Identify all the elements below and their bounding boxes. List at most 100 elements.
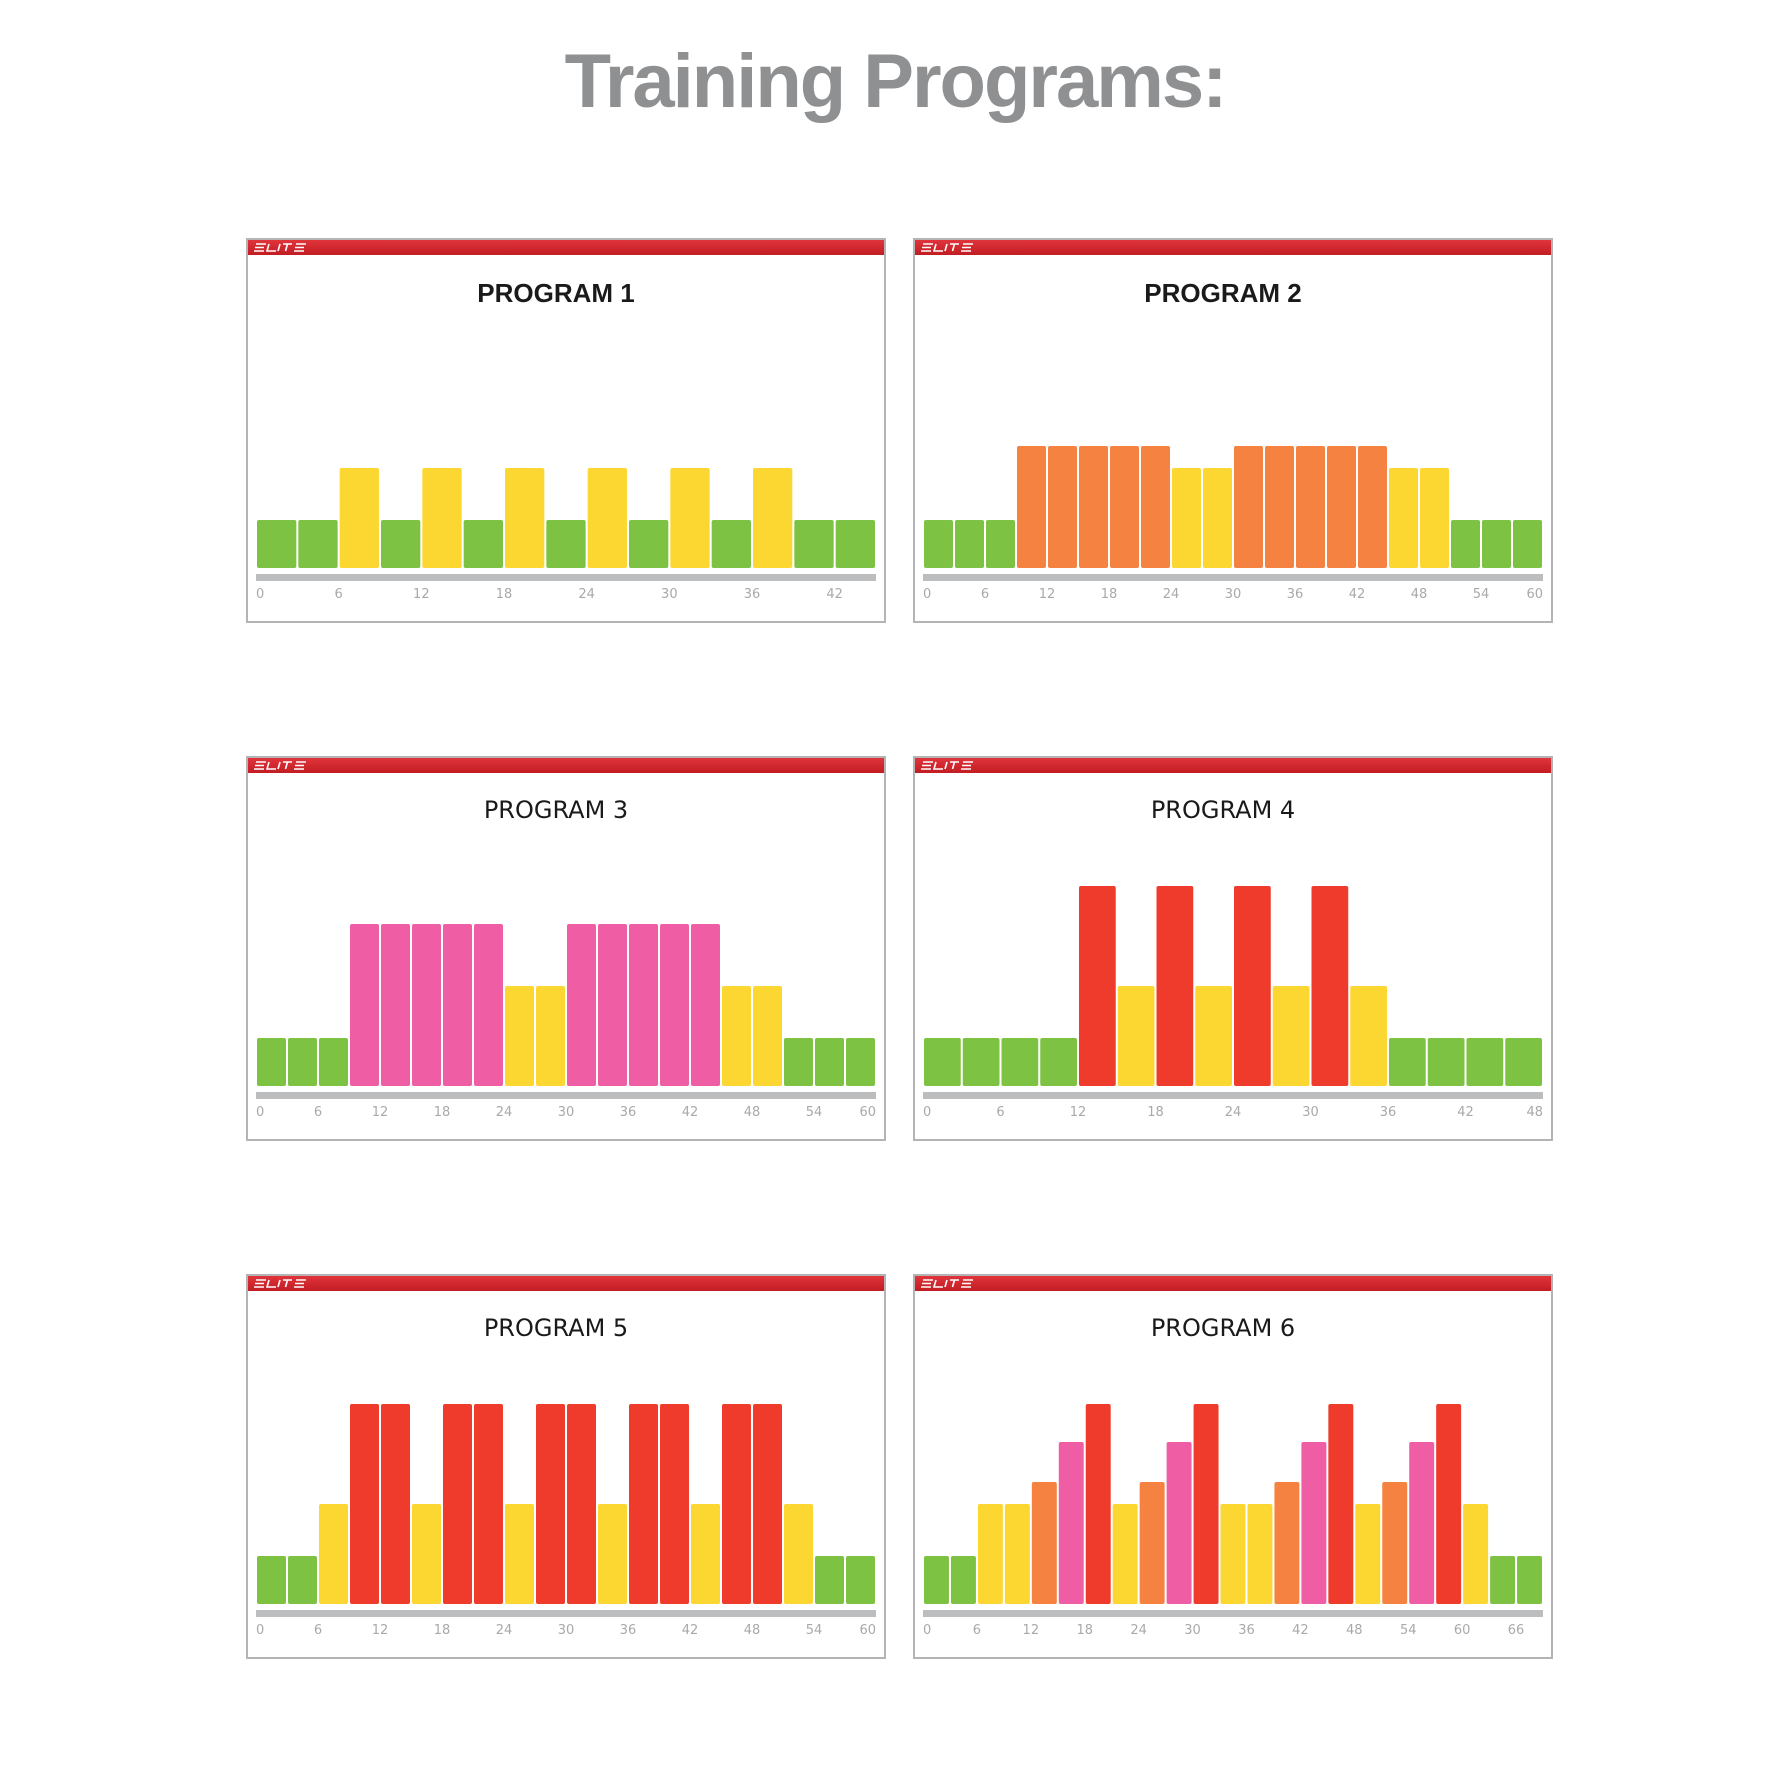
interval-bar-green: [1482, 520, 1511, 568]
interval-bar-pink: [412, 924, 441, 1086]
x-tick-label: 42: [826, 587, 843, 602]
interval-bar-red: [443, 1404, 472, 1604]
x-tick-label: 54: [806, 1105, 823, 1120]
interval-bar-yellow: [412, 1504, 441, 1604]
interval-bar-green: [288, 1038, 317, 1086]
program-chart: 0 6 12 18 24 30 36 42 48 54 60: [256, 924, 876, 1120]
interval-bar-red: [1234, 886, 1271, 1086]
x-tick-label: 48: [744, 1105, 761, 1120]
interval-bar-yellow: [587, 468, 627, 568]
interval-bar-pink: [629, 924, 658, 1086]
interval-bar-green: [319, 1038, 348, 1086]
panel-header-bar: [915, 758, 1551, 773]
interval-bar-orange: [1358, 446, 1387, 568]
program-panel-1: PROGRAM 1 0 6 12 18 24 30 36 42: [246, 238, 886, 623]
x-tick-label: 0: [256, 587, 264, 602]
interval-bar-pink: [598, 924, 627, 1086]
x-tick-label: 30: [558, 1623, 575, 1638]
interval-bar-pink: [567, 924, 596, 1086]
timeline-track: [923, 1610, 1543, 1617]
interval-bar-yellow: [1195, 986, 1232, 1086]
interval-bar-yellow: [1004, 1504, 1030, 1604]
interval-bar-green: [629, 520, 669, 568]
program-panel-5: PROGRAM 5 0 6 12 18 24 30 36 42 48 54 60: [246, 1274, 886, 1659]
interval-bar-pink: [660, 924, 689, 1086]
x-tick-label: 6: [314, 1105, 322, 1120]
x-tick-label: 42: [682, 1105, 699, 1120]
x-tick-label: 48: [1346, 1623, 1363, 1638]
x-tick-label: 30: [1184, 1623, 1201, 1638]
interval-bar-orange: [1234, 446, 1263, 568]
interval-bar-orange: [1017, 446, 1046, 568]
interval-bar-pink: [443, 924, 472, 1086]
x-tick-label: 24: [496, 1105, 513, 1120]
interval-bar-yellow: [536, 986, 565, 1086]
interval-bar-green: [846, 1556, 875, 1604]
x-tick-label: 36: [1287, 587, 1304, 602]
interval-bar-yellow: [784, 1504, 813, 1604]
interval-bar-red: [1328, 1404, 1354, 1604]
x-tick-label: 30: [1302, 1105, 1319, 1120]
interval-bar-yellow: [1117, 986, 1155, 1086]
interval-bar-orange: [1296, 446, 1325, 568]
x-tick-label: 6: [973, 1623, 981, 1638]
interval-bar-red: [350, 1404, 379, 1604]
x-tick-label: 6: [996, 1105, 1004, 1120]
x-tick-label: 18: [1147, 1105, 1164, 1120]
interval-bar-orange: [1265, 446, 1294, 568]
x-tick-label: 0: [256, 1105, 264, 1120]
interval-bar-orange: [1274, 1482, 1300, 1604]
interval-bar-yellow: [1355, 1504, 1381, 1604]
interval-bar-green: [986, 520, 1015, 568]
interval-bar-green: [835, 520, 875, 568]
elite-logo-icon: [921, 243, 973, 252]
interval-bar-yellow: [422, 468, 462, 568]
interval-bar-red: [722, 1404, 751, 1604]
x-tick-label: 36: [1238, 1623, 1255, 1638]
program-title: PROGRAM 1: [477, 278, 635, 308]
x-tick-label: 48: [1526, 1105, 1543, 1120]
x-tick-label: 54: [1400, 1623, 1417, 1638]
x-tick-label: 36: [620, 1623, 637, 1638]
interval-bar-pink: [1301, 1442, 1327, 1604]
panel-header-bar: [248, 240, 884, 255]
interval-bar-orange: [1079, 446, 1108, 568]
x-tick-label: 12: [1023, 1623, 1040, 1638]
x-tick-label: 42: [1457, 1105, 1474, 1120]
interval-bar-red: [1311, 886, 1349, 1086]
x-tick-label: 0: [923, 1623, 931, 1638]
interval-bar-yellow: [1203, 468, 1232, 568]
interval-bar-red: [629, 1404, 658, 1604]
interval-bar-yellow: [505, 986, 534, 1086]
interval-bar-yellow: [1420, 468, 1449, 568]
x-tick-label: 12: [413, 587, 430, 602]
interval-bar-green: [1389, 1038, 1426, 1086]
interval-bar-yellow: [1247, 1504, 1273, 1604]
x-tick-label: 48: [744, 1623, 761, 1638]
interval-bar-green: [257, 1038, 286, 1086]
interval-bar-green: [1040, 1038, 1077, 1086]
x-tick-label: 54: [1473, 587, 1490, 602]
timeline-track: [923, 574, 1543, 581]
panel-header-bar: [915, 1276, 1551, 1291]
x-tick-label: 12: [372, 1623, 389, 1638]
interval-bar-yellow: [319, 1504, 348, 1604]
interval-bar-yellow: [505, 1504, 534, 1604]
interval-bar-yellow: [1220, 1504, 1246, 1604]
interval-bar-green: [1513, 520, 1542, 568]
x-tick-label: 48: [1411, 587, 1428, 602]
interval-bar-red: [1193, 1404, 1219, 1604]
x-tick-label: 60: [1526, 587, 1543, 602]
program-title: PROGRAM 2: [1144, 278, 1302, 308]
interval-bar-red: [381, 1404, 410, 1604]
x-tick-label: 36: [620, 1105, 637, 1120]
interval-bar-yellow: [722, 986, 751, 1086]
interval-bar-pink: [350, 924, 379, 1086]
interval-bar-green: [1001, 1038, 1039, 1086]
interval-bar-pink: [474, 924, 503, 1086]
x-tick-label: 24: [496, 1623, 513, 1638]
interval-bar-green: [815, 1556, 844, 1604]
x-tick-label: 60: [859, 1105, 876, 1120]
x-tick-label: 36: [744, 587, 761, 602]
x-tick-label: 6: [981, 587, 989, 602]
